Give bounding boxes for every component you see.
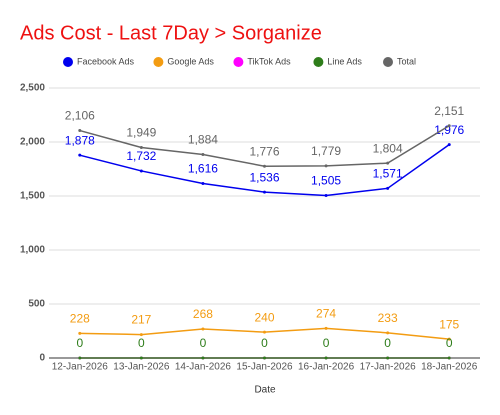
y-tick-label: 0 — [39, 353, 45, 364]
data-point — [201, 327, 205, 331]
data-label: 1,976 — [434, 123, 464, 137]
x-axis-label: Date — [254, 385, 276, 396]
y-tick-label: 2,500 — [20, 83, 45, 94]
data-point — [139, 356, 143, 360]
data-label: 1,804 — [373, 141, 403, 155]
data-point — [263, 330, 266, 334]
data-label: 175 — [439, 317, 459, 331]
y-tick-label: 1,500 — [20, 191, 45, 202]
data-label: 240 — [254, 310, 274, 324]
data-label: 1,884 — [188, 133, 218, 147]
data-label: 1,949 — [126, 126, 156, 140]
legend-label: Facebook Ads — [77, 56, 135, 66]
data-label: 268 — [193, 307, 213, 321]
y-tick-label: 500 — [28, 299, 45, 310]
data-point — [447, 356, 451, 360]
x-tick-label: 14-Jan-2026 — [175, 362, 232, 373]
data-point — [324, 326, 328, 330]
data-point — [386, 331, 390, 335]
data-point — [447, 143, 451, 147]
data-label: 0 — [200, 336, 207, 350]
data-point — [386, 161, 390, 165]
data-label: 217 — [131, 313, 151, 327]
data-point — [447, 337, 451, 341]
legend-swatch — [63, 57, 73, 67]
x-tick-label: 17-Jan-2026 — [360, 362, 417, 373]
x-tick-label: 13-Jan-2026 — [113, 362, 170, 373]
data-point — [139, 169, 143, 173]
data-label: 0 — [446, 336, 453, 350]
data-point — [139, 146, 143, 150]
data-label: 1,878 — [65, 133, 95, 147]
x-tick-label: 16-Jan-2026 — [298, 362, 355, 373]
y-tick-label: 1,000 — [20, 245, 45, 256]
data-point — [324, 356, 328, 360]
data-point — [201, 153, 205, 157]
data-point — [386, 356, 390, 360]
data-label: 1,776 — [249, 144, 279, 158]
x-tick-label: 15-Jan-2026 — [236, 362, 293, 373]
legend-label: Google Ads — [167, 56, 214, 66]
data-label: 2,106 — [65, 109, 95, 123]
x-tick-label: 12-Jan-2026 — [52, 362, 109, 373]
data-label: 1,616 — [188, 162, 218, 176]
data-point — [263, 356, 266, 360]
legend-label: Line Ads — [327, 56, 362, 66]
data-point — [139, 333, 143, 337]
data-label: 0 — [138, 336, 145, 350]
data-label: 0 — [384, 336, 391, 350]
data-label: 1,505 — [311, 174, 341, 188]
data-label: 0 — [323, 336, 330, 350]
data-point — [447, 124, 451, 128]
data-label: 2,151 — [434, 104, 464, 118]
data-label: 1,732 — [126, 149, 156, 163]
data-point — [263, 164, 266, 168]
data-point — [324, 193, 328, 197]
data-label: 274 — [316, 307, 336, 321]
legend-swatch — [153, 57, 164, 67]
data-label: 1,536 — [249, 170, 279, 184]
data-point — [78, 129, 82, 133]
data-point — [201, 356, 205, 360]
data-point — [78, 356, 82, 360]
data-point — [263, 190, 266, 194]
data-label: 0 — [76, 336, 83, 350]
data-point — [78, 153, 82, 157]
data-label: 228 — [70, 312, 90, 326]
data-label: 1,779 — [311, 144, 341, 158]
data-label: 233 — [378, 311, 398, 325]
data-point — [78, 331, 82, 335]
legend-swatch — [233, 57, 244, 67]
data-point — [324, 164, 328, 168]
y-tick-label: 2,000 — [20, 137, 45, 148]
x-tick-label: 18-Jan-2026 — [421, 362, 478, 373]
data-label: 1,571 — [373, 167, 403, 181]
legend-label: Total — [397, 56, 416, 66]
data-label: 0 — [261, 336, 268, 350]
chart-title: Ads Cost - Last 7Day > Sorganize — [20, 22, 322, 44]
data-point — [201, 181, 205, 185]
legend-swatch — [383, 57, 393, 67]
legend-swatch — [313, 57, 324, 67]
data-point — [386, 186, 390, 190]
legend-label: TikTok Ads — [247, 56, 291, 66]
